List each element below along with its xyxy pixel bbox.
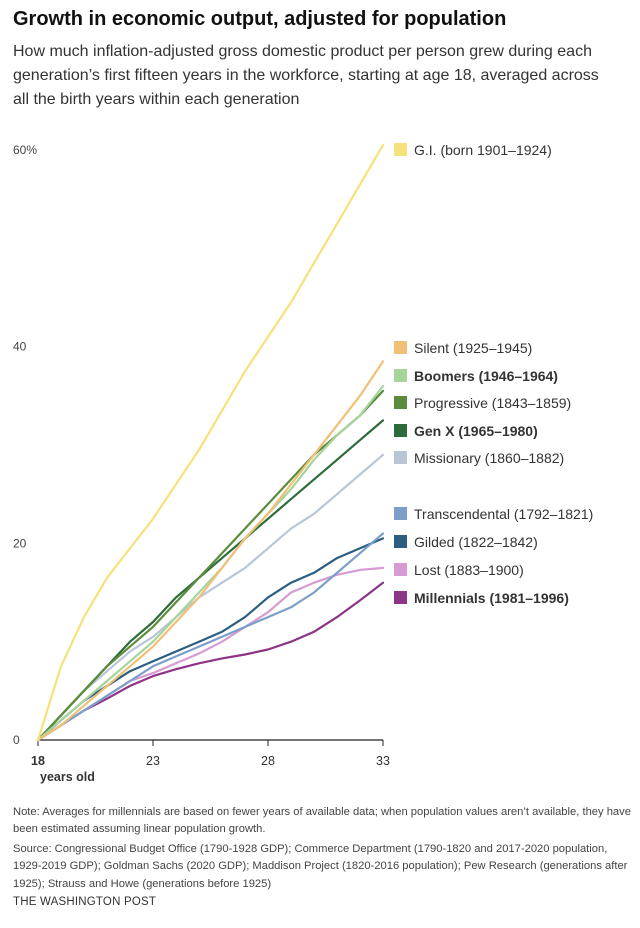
x-tick-label: 18 [31,754,45,768]
series-line [36,581,385,742]
series-line [36,537,385,742]
legend-label: Millennials (1981–1996) [414,590,569,606]
x-axis-unit-label: years old [40,770,95,784]
legend-label: Progressive (1843–1859) [414,395,571,411]
legend-label: Gen X (1965–1980) [414,423,538,439]
series-line [36,532,385,742]
legend-swatch [394,563,407,576]
chart-subtitle: How much inflation-adjusted gross domest… [13,43,599,108]
footnotes: Note: Averages for millennials are based… [13,804,633,893]
publisher-credit: THE WASHINGTON POST [13,896,157,908]
source-text: Source: Congressional Budget Office (179… [13,842,628,890]
note-text: Note: Averages for millennials are based… [13,806,631,836]
legend-swatch [394,451,407,464]
legend-swatch [394,591,407,604]
legend-swatch [394,369,407,382]
legend-label: Silent (1925–1945) [414,340,532,356]
series-line [36,360,385,742]
legend-label: Transcendental (1792–1821) [414,506,593,522]
x-tick-label: 28 [261,754,275,768]
line-chart: 0 20 40 60% 18 23 28 33 years old G.I. (born 1901… [13,142,593,784]
legend-label: Boomers (1946–1964) [414,368,558,384]
series-line [36,453,385,742]
series-line [36,389,385,742]
series-line [36,566,385,742]
legend-swatch [394,424,407,437]
legend-swatch [394,507,407,520]
legend-label: Missionary (1860–1882) [414,450,564,466]
y-tick-label: 20 [13,536,27,550]
legend-label: G.I. (born 1901–1924) [414,142,552,158]
legend-swatch [394,341,407,354]
legend-swatch [394,396,407,409]
series-line [36,384,385,742]
chart-title: Growth in economic output, adjusted for … [13,8,507,30]
legend-swatch [394,535,407,548]
legend-swatch [394,143,407,156]
x-tick-label: 33 [376,754,390,768]
y-tick-label: 40 [13,340,27,354]
series-line [36,144,385,742]
legend-label: Lost (1883–1900) [414,562,524,578]
x-tick-label: 23 [146,754,160,768]
legend-label: Gilded (1822–1842) [414,534,538,550]
y-tick-label: 0 [13,733,20,747]
y-tick-label: 60% [13,143,37,157]
